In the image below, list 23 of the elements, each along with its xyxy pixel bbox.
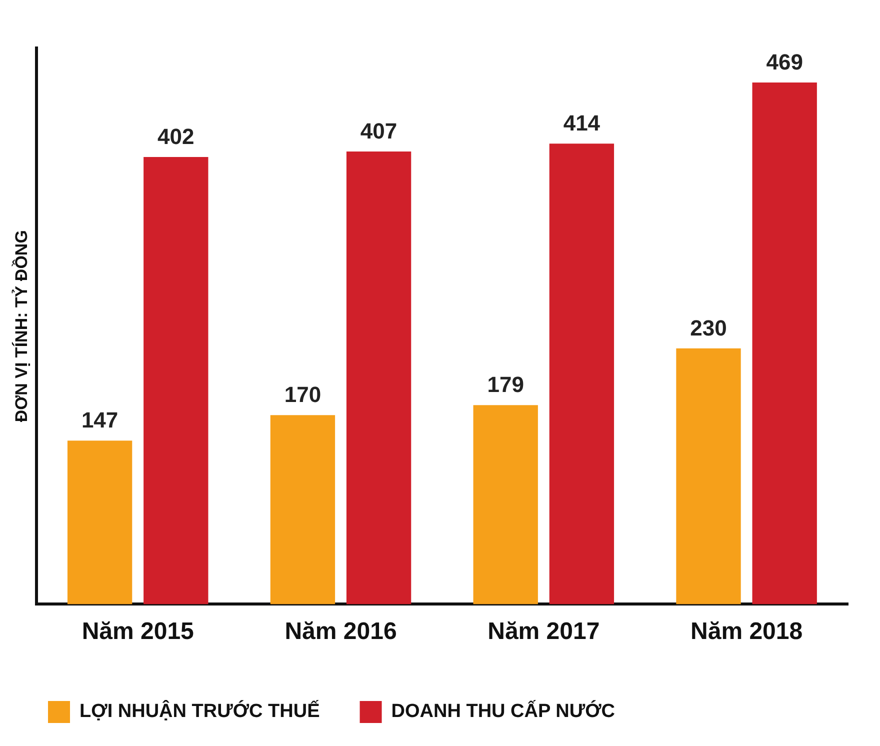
data-label: 407 — [360, 118, 398, 144]
x-tick-label: Năm 2016 — [284, 618, 397, 646]
bar — [676, 348, 741, 604]
x-tick-label: Năm 2018 — [690, 618, 803, 646]
bar — [346, 151, 412, 604]
data-label: 414 — [563, 110, 601, 136]
legend-label: LỢI NHUẬN TRƯỚC THUẾ — [80, 699, 320, 722]
x-tick-label: Năm 2017 — [488, 618, 600, 646]
bar — [752, 82, 817, 604]
bar — [473, 405, 538, 604]
bar — [144, 157, 208, 604]
data-label: 179 — [487, 372, 524, 398]
data-label: 147 — [81, 408, 118, 433]
data-label: 469 — [766, 50, 803, 75]
legend-label: DOANH THU CẤP NƯỚC — [391, 699, 616, 722]
bar — [67, 440, 132, 604]
y-axis-title: ĐƠN VỊ TÍNH: TỶ ĐỒNG — [10, 230, 31, 422]
data-label: 402 — [158, 124, 194, 150]
bar — [270, 415, 336, 604]
data-label: 170 — [284, 382, 322, 408]
bar — [549, 144, 614, 604]
x-tick-label: Năm 2015 — [82, 618, 194, 646]
data-label: 230 — [690, 315, 727, 340]
